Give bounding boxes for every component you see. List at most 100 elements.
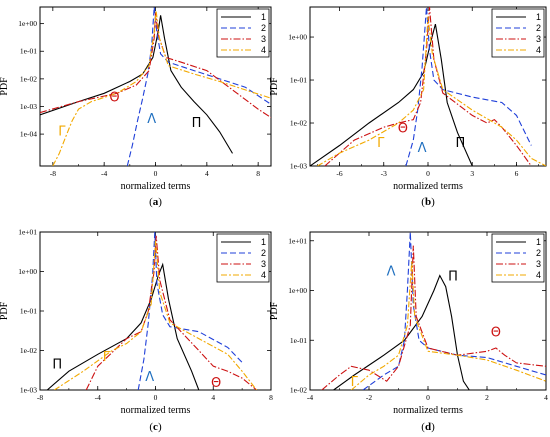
y-tick-label: 1e-03 [20,386,37,395]
legend-label-3: 3 [536,259,541,269]
y-tick-label: 1e-04 [20,130,37,139]
panel-caption: (b) [421,196,435,208]
x-tick-label: 3 [470,169,474,178]
annotation-label: Γ [351,375,359,390]
series-2-line [405,7,532,166]
x-tick-label: -6 [336,169,342,178]
panel-c: -8 -4 0 4 8 1e-03 1e-02 1e-01 1e+00 1e+01 normaliz… [0,228,273,434]
x-tick-label: 0 [426,393,430,402]
annotation-label: Λ [418,141,427,156]
legend-label-3: 3 [536,34,541,44]
legend-label-1: 1 [261,237,266,247]
series-1-line [333,274,470,390]
y-axis-label: PDF [269,77,280,96]
series-1-line [46,262,200,390]
x-tick-label: -8 [50,169,56,178]
panel-b: -6 -3 0 3 6 1e-03 1e-02 1e-01 1e+00 normalized te… [269,6,547,208]
x-tick-label: 0 [154,169,158,178]
annotation-label: Θ [491,325,501,340]
x-tick-label: -2 [366,393,372,402]
x-tick-label: 2 [485,393,489,402]
legend-label-3: 3 [261,259,266,269]
x-tick-label: 8 [256,169,260,178]
annotation-label: Θ [211,376,221,391]
x-axis-label: normalized terms [393,181,463,192]
series-3-line [85,235,257,390]
series-1-line [310,23,473,166]
legend-label-2: 2 [261,248,266,258]
x-tick-label: -4 [307,393,313,402]
legend-label-2: 2 [261,23,266,33]
series-3-line [324,7,532,166]
legend-label-4: 4 [536,45,541,55]
legend-label-3: 3 [261,34,266,44]
panel-caption: (d) [421,421,435,433]
y-axis-label: PDF [269,301,280,320]
y-tick-label: 1e+01 [18,228,37,237]
x-axis-label: normalized terms [121,405,191,416]
annotation-label: Π [456,136,466,151]
x-tick-label: 4 [544,393,548,402]
series-4-line [317,16,546,166]
y-tick-label: 1e-03 [20,102,37,111]
y-tick-label: 1e-02 [290,119,307,128]
x-axis-label: normalized terms [121,181,191,192]
x-tick-label: 4 [205,169,209,178]
legend-label-1: 1 [261,12,266,22]
annotation-label: Θ [109,91,119,106]
x-tick-label: 0 [426,169,430,178]
legend-label-4: 4 [261,45,266,55]
y-tick-label: 1e-01 [290,76,307,85]
y-tick-label: 1e+01 [288,236,307,245]
legend-label-4: 4 [261,270,266,280]
x-tick-label: 0 [154,393,158,402]
series-3-line [40,12,271,118]
series-4-line [54,240,258,390]
y-tick-label: 1e-03 [290,162,307,171]
y-tick-label: 1e-01 [20,307,37,316]
annotation-label: Θ [398,122,408,137]
y-axis-label: PDF [0,301,10,320]
panel-caption: (c) [149,421,162,433]
y-tick-label: 1e+00 [18,267,37,276]
x-tick-label: 8 [269,393,273,402]
series-2-line [137,232,243,390]
series-3-line [321,245,546,390]
x-tick-label: -4 [101,169,107,178]
legend-label-4: 4 [536,270,541,280]
y-tick-label: 1e-02 [20,346,37,355]
y-tick-label: 1e+00 [288,286,307,295]
y-tick-label: 1e+00 [288,33,307,42]
legend-label-2: 2 [536,248,541,258]
y-axis-label: PDF [0,77,10,96]
x-tick-label: -8 [37,393,43,402]
panel-d: -4 -2 0 2 4 1e-02 1e-01 1e+00 1e+01 normalized te… [269,231,548,433]
y-tick-label: 1e-02 [290,386,307,395]
y-tick-label: 1e-01 [290,336,307,345]
series-4-line [52,10,271,166]
annotation-label: Γ [58,124,66,139]
series-4-line [350,260,546,390]
panel-a: -8 -4 0 4 8 1e-04 1e-03 1e-02 1e-01 1e+00 normaliz… [0,6,272,208]
x-axis-label: normalized terms [393,405,463,416]
annotation-label: Γ [377,136,385,151]
x-tick-label: -3 [381,169,387,178]
annotation-label: Γ [103,350,111,365]
x-tick-label: -4 [95,393,101,402]
annotation-label: Λ [147,112,156,127]
annotation-label: Π [52,358,62,373]
x-tick-label: 6 [515,169,519,178]
x-tick-label: 4 [211,393,215,402]
y-tick-label: 1e-01 [20,47,37,56]
y-tick-label: 1e-02 [20,74,37,83]
annotation-label: Π [448,269,458,284]
annotation-label: Λ [145,370,154,385]
annotation-label: Π [192,116,202,131]
y-tick-label: 1e+00 [18,19,37,28]
legend-label-2: 2 [536,23,541,33]
